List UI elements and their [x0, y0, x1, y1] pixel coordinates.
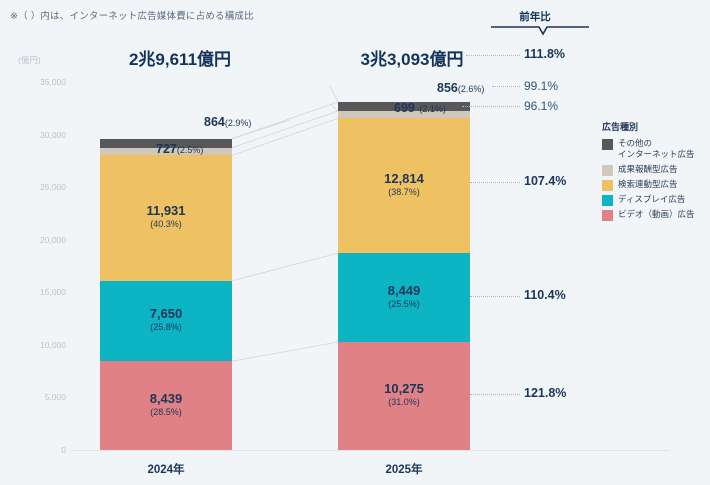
bar-segment-2024-1[interactable] [100, 147, 232, 156]
segment-percent-label: (38.7%) [388, 187, 420, 198]
callout-other-2024-pct: (2.9%) [224, 118, 252, 128]
segment-value-label: 7,650 [149, 306, 183, 322]
legend-swatch-icon [602, 139, 613, 150]
legend-item-label: 成果報酬型広告 [618, 163, 678, 174]
footnote-text: ※（ ）内は、インターネット広告媒体費に占める構成比 [10, 11, 254, 22]
bar-segment-2025-3[interactable]: 8,449 (25.5%) [338, 253, 470, 342]
legend-item-label: その他の インターネット広告 [618, 138, 695, 160]
legend-item-0[interactable]: その他の インターネット広告 [602, 138, 706, 161]
yoy-leader-display [470, 296, 520, 297]
yoy-leader-total [466, 55, 520, 56]
segment-value-label: 8,439 [149, 390, 183, 406]
callout-performance-2025-value: 699 [394, 101, 415, 115]
legend-swatch-icon [602, 194, 613, 206]
callout-leader-2025-0 [329, 85, 339, 103]
y-axis-tick-15000: 15,000 [40, 287, 66, 298]
y-axis-tick-35000: 35,000 [40, 77, 66, 87]
segment-value-label: 12,814 [384, 170, 424, 186]
yoy-section-title: 前年比 [519, 11, 551, 23]
bar-segment-2025-2[interactable]: 12,814 (38.7%) [338, 118, 470, 254]
legend-item-label: 検索連動型広告 [618, 178, 678, 189]
callout-leader-2025-1 [329, 103, 339, 112]
callout-other-2025-pct: (2.6%) [457, 84, 485, 94]
yoy-leader-search [470, 182, 520, 183]
legend-swatch-icon [602, 209, 613, 221]
legend-title: 広告種別 [602, 122, 639, 132]
segment-value-label: 10,275 [384, 381, 424, 397]
bar-segment-2024-4[interactable]: 8,439 (28.5%) [100, 361, 232, 450]
legend: 広告種別 その他の インターネット広告成果報酬型広告 検索連動型広告 ディスプレイ広… [602, 120, 706, 224]
y-axis-unit-label: (億円) [18, 55, 41, 65]
yoy-leader-performance [462, 106, 520, 107]
legend-item-3[interactable]: ディスプレイ広告 [602, 194, 706, 206]
segment-percent-label: (28.5%) [150, 407, 182, 417]
legend-swatch-icon [602, 164, 613, 176]
yoy-leader-other [492, 86, 520, 87]
segment-value-label: 8,449 [387, 282, 421, 298]
callout-performance-2024-value: 727 [156, 142, 177, 156]
x-axis-label-2024: 2024年 [147, 464, 185, 476]
segment-percent-label: (31.0%) [388, 397, 420, 408]
yoy-value-search: 107.4% [524, 174, 567, 188]
y-axis-tick-0: 0 [61, 445, 66, 455]
segment-value-label: 11,931 [146, 203, 186, 219]
callout-performance-2025-pct: (2.1%) [419, 104, 446, 114]
y-axis-tick-25000: 25,000 [40, 182, 66, 193]
segment-percent-label: (25.8%) [150, 322, 182, 333]
yoy-value-total: 111.8% [524, 47, 566, 61]
segment-percent-label: (25.5%) [388, 298, 420, 309]
yoy-value-video: 121.8% [524, 386, 567, 400]
yoy-value-other: 99.1% [524, 79, 559, 93]
yoy-value-performance: 96.1% [524, 99, 559, 113]
y-axis-tick-20000: 20,000 [40, 234, 66, 245]
total-label-2024: 2兆9,611億円 [128, 50, 232, 69]
yoy-bracket-icon [491, 26, 589, 36]
legend-item-label: ディスプレイ広告 [618, 193, 686, 204]
callout-performance-2024: 727(2.5%) [156, 140, 203, 158]
x-axis-label-2025: 2025年 [385, 464, 423, 476]
x-axis-baseline [72, 450, 670, 451]
y-axis-tick-5000: 5,000 [44, 392, 66, 403]
callout-other-2025-value: 856 [437, 81, 458, 95]
yoy-leader-video [470, 394, 520, 395]
legend-item-2[interactable]: 検索連動型広告 [602, 179, 706, 191]
yoy-value-display: 110.4% [524, 288, 566, 302]
connector-line-4 [231, 341, 339, 362]
y-axis-tick-10000: 10,000 [40, 339, 66, 350]
legend-swatch-icon [602, 179, 613, 191]
callout-performance-2024-pct: (2.5%) [176, 145, 204, 155]
legend-item-4[interactable]: ビデオ（動画）広告 [602, 209, 706, 221]
bar-segment-2025-1[interactable] [338, 111, 470, 119]
legend-item-1[interactable]: 成果報酬型広告 [602, 164, 706, 176]
stacked-bar-2025[interactable]: 12,814 (38.7%) 8,449 (25.5%) 10,275 (31.0%) [338, 102, 470, 450]
callout-other-2025: 856(2.6%) [437, 79, 484, 97]
bar-segment-2024-2[interactable]: 11,931 (40.3%) [100, 155, 232, 281]
bar-segment-2025-0[interactable] [338, 102, 470, 112]
bar-segment-2024-0[interactable] [100, 138, 232, 148]
callout-other-2024-value: 864 [204, 115, 225, 129]
y-axis-tick-30000: 30,000 [40, 129, 66, 140]
legend-item-label: ビデオ（動画）広告 [618, 208, 695, 219]
bar-segment-2024-3[interactable]: 7,650 (25.8%) [100, 280, 232, 362]
connector-line-3 [231, 252, 339, 282]
callout-performance-2025: 699 (2.1%) [394, 99, 446, 117]
total-label-2025: 3兆3,093億円 [360, 50, 464, 69]
stacked-bar-2024[interactable]: 11,931 (40.3%) 7,650 (25.8%) 8,439 (28.5%) [100, 138, 232, 450]
bar-segment-2025-4[interactable]: 10,275 (31.0%) [338, 341, 470, 450]
segment-percent-label: (40.3%) [150, 219, 182, 230]
callout-other-2024: 864(2.9%) [204, 113, 251, 131]
